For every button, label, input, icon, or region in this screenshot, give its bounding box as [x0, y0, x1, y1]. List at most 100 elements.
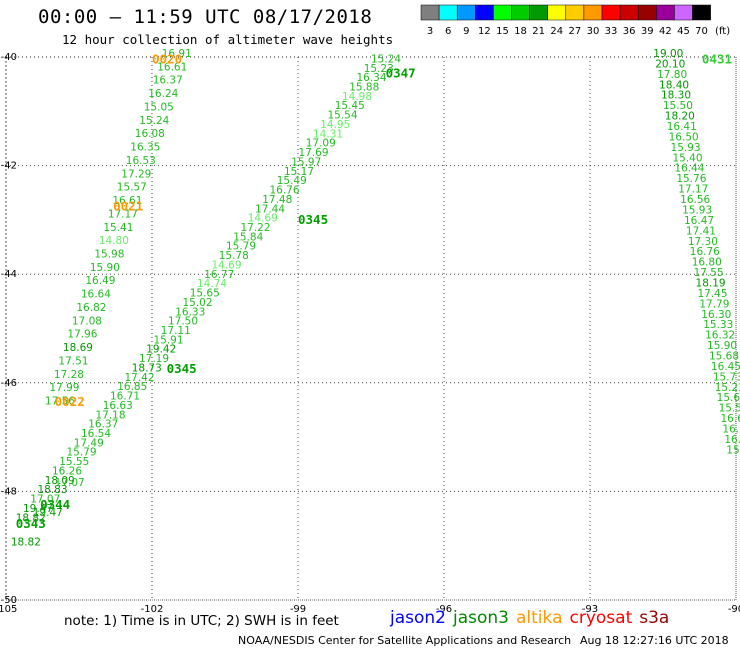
colorbar-label: 42 — [659, 26, 672, 37]
swh-value: 17.41 — [686, 225, 716, 237]
swh-value: 18.69 — [63, 342, 93, 354]
swh-value: 15.97 — [291, 156, 321, 168]
swh-value: 15.79 — [66, 447, 96, 459]
swh-value: 18.30 — [661, 90, 691, 102]
swh-value: 16.61 — [157, 61, 187, 73]
satellite-legend-jason2: jason2 — [390, 608, 446, 628]
swh-value: 15.45 — [335, 100, 365, 112]
generated-timestamp: Aug 18 12:27:16 UTC 2018 — [580, 634, 729, 647]
latitude-tick-label: -48 — [1, 486, 17, 497]
credit-line: NOAA/NESDIS Center for Satellite Applica… — [238, 634, 572, 647]
swh-value: 16.54 — [81, 428, 111, 440]
swh-value: 15.02 — [182, 297, 212, 309]
swh-value: 17.17 — [108, 208, 138, 220]
swh-value: 18.82 — [11, 537, 41, 549]
swh-value: 16.76 — [690, 246, 720, 258]
swh-value: 17.30 — [688, 236, 718, 248]
swh-value: 16.49 — [85, 275, 115, 287]
swh-value: 17.55 — [694, 267, 724, 279]
latitude-tick-label: -40 — [1, 52, 17, 63]
swh-value: 18.09 — [45, 475, 75, 487]
swh-value: 15.88 — [349, 82, 379, 94]
swh-value: 17.19 — [139, 353, 169, 365]
swh-value: 19.42 — [146, 344, 176, 356]
swh-value: 15.90 — [90, 262, 120, 274]
swh-value: 16.80 — [692, 257, 722, 269]
colorbar-label: 27 — [568, 26, 581, 37]
colorbar-label: 33 — [605, 26, 618, 37]
satellite-legend-s3a: s3a — [639, 608, 670, 628]
chart-title: 00:00 – 11:59 UTC 08/17/2018 — [38, 6, 373, 28]
satellite-legend: jason2 jason3 altika cryosat s3a — [390, 608, 676, 628]
swh-value: 16.44 — [674, 163, 704, 175]
latitude-tick-label: -46 — [1, 378, 17, 389]
track-jason3: 15.4016.4816.3016.6915.5515.6015.2315.73… — [653, 48, 740, 456]
wave-height-colorbar: 3 6 9 12 15 18 21 24 27 30 33 36 39 42 45 70 (ft) — [420, 4, 730, 37]
swh-value: 16.30 — [701, 309, 731, 321]
swh-value: 15.50 — [663, 100, 693, 112]
swh-value: 17.79 — [699, 298, 729, 310]
swh-value: 15.40 — [726, 444, 740, 456]
swh-value: 14.80 — [99, 235, 129, 247]
swh-value: 17.56 — [45, 396, 75, 408]
colorbar-label: 24 — [550, 26, 563, 37]
swh-value: 15.91 — [153, 334, 183, 346]
latitude-tick-label: -44 — [1, 269, 17, 280]
pass-time-label: 0345 — [298, 212, 328, 227]
pass-time-label: 0347 — [386, 65, 416, 80]
colorbar-label: 70 — [695, 26, 708, 37]
swh-value: 17.99 — [49, 382, 79, 394]
swh-value: 16.71 — [110, 391, 140, 403]
swh-value: 15.93 — [682, 204, 712, 216]
swh-value: 16.63 — [103, 400, 133, 412]
swh-value: 17.48 — [262, 194, 292, 206]
swh-value: 15.23 — [364, 63, 394, 75]
swh-value: 17.09 — [306, 138, 336, 150]
swh-value: 16.85 — [117, 381, 147, 393]
swh-value: 15.98 — [94, 248, 124, 260]
colorbar-unit: (ft) — [715, 26, 730, 37]
swh-value: 18.20 — [665, 111, 695, 123]
swh-value: 16.30 — [722, 424, 740, 436]
swh-value: 14.69 — [211, 259, 241, 271]
swh-value: 16.08 — [135, 128, 165, 140]
swh-value: 16.41 — [667, 121, 697, 133]
swh-value: 17.42 — [124, 372, 154, 384]
swh-value: 15.33 — [703, 319, 733, 331]
swh-value: 14.98 — [342, 91, 372, 103]
swh-value: 15.49 — [277, 175, 307, 187]
swh-value: 17.07 — [30, 494, 60, 506]
colorbar-label: 39 — [641, 26, 654, 37]
swh-value: 16.91 — [162, 48, 192, 60]
swh-value: 15.73 — [713, 371, 740, 383]
swh-value: 15.55 — [59, 456, 89, 468]
swh-value: 16.34 — [356, 72, 386, 84]
swh-value: 17.51 — [58, 355, 88, 367]
colorbar-label: 3 — [427, 26, 433, 37]
swh-value: 16.61 — [112, 195, 142, 207]
swh-value: 16.26 — [52, 465, 82, 477]
swh-value: 16.53 — [126, 155, 156, 167]
swh-value: 15.41 — [103, 222, 133, 234]
swh-value: 14.74 — [197, 278, 227, 290]
longitude-tick-label: -105 — [0, 604, 17, 615]
swh-value: 15.60 — [717, 392, 740, 404]
pass-time-label: 0020 — [152, 52, 182, 67]
graticule — [5, 56, 737, 601]
swh-value: 17.17 — [678, 184, 708, 196]
swh-value: 16.64 — [81, 289, 111, 301]
swh-value: 16.33 — [175, 306, 205, 318]
swh-value: 17.44 — [255, 203, 285, 215]
swh-value: 15.24 — [371, 53, 401, 65]
swh-value: 16.69 — [721, 413, 740, 425]
pass-time-label: 0345 — [167, 361, 197, 376]
satellite-legend-jason3: jason3 — [453, 608, 509, 628]
swh-value: 17.29 — [121, 168, 151, 180]
swh-value: 15.57 — [117, 182, 147, 194]
swh-value: 17.22 — [240, 222, 270, 234]
chart-subtitle: 12 hour collection of altimeter wave hei… — [62, 32, 394, 47]
latitude-tick-label: -42 — [1, 161, 17, 172]
swh-value: 17.45 — [697, 288, 727, 300]
swh-value: 17.28 — [54, 369, 84, 381]
